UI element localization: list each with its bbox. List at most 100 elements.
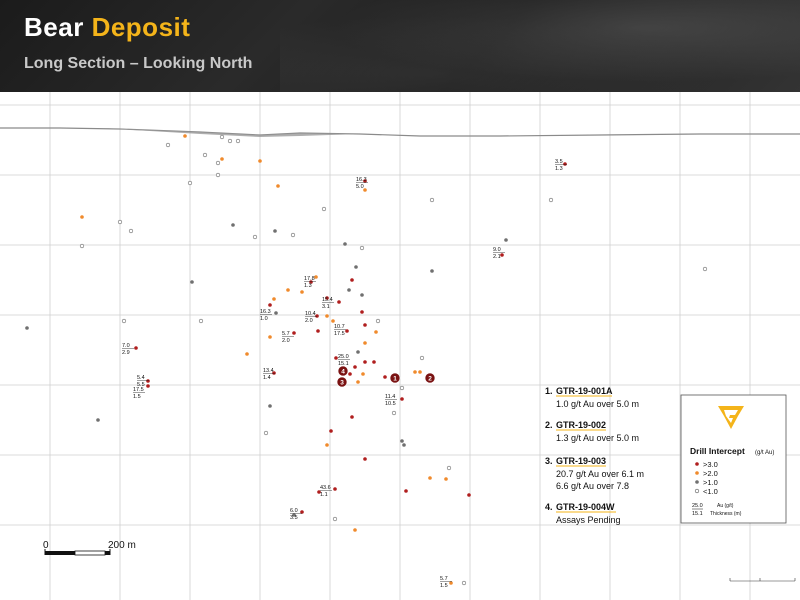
hole-marker-4 (337, 365, 349, 377)
hole-4-name: GTR-19-004W (556, 502, 615, 512)
intercept-dot (252, 234, 258, 240)
intercept-grade-label: 15.4 (322, 297, 333, 303)
intercept-thickness-label: 5.5 (137, 382, 145, 388)
header-banner: Bear Deposit Long Section – Looking Nort… (0, 0, 800, 92)
hole-4-line-1: Assays Pending (556, 515, 621, 525)
page-subtitle: Long Section – Looking North (24, 55, 253, 72)
intercept-dot (353, 365, 357, 369)
intercept-dot (467, 493, 471, 497)
intercept-dot (146, 379, 150, 383)
intercept-grade-label: 16.3 (260, 309, 271, 315)
legend-swatch-mid (695, 471, 699, 475)
intercept-dot (300, 510, 304, 514)
hole-2-line-1: 1.3 g/t Au over 5.0 m (556, 433, 639, 443)
intercept-dot (391, 410, 397, 416)
intercept-dot (347, 288, 351, 292)
intercept-dot (333, 487, 337, 491)
legend-unit: (g/t Au) (755, 450, 774, 456)
hole-markers: 1 2 3 4 (336, 365, 436, 388)
intercept-dot (292, 331, 296, 335)
intercept-dot (356, 380, 360, 384)
intercept-dot (418, 370, 422, 374)
intercept-dot (363, 457, 367, 461)
intercept-dot (363, 360, 367, 364)
intercept-dot (348, 372, 352, 376)
intercept-dot (337, 300, 341, 304)
intercept-dot (290, 232, 296, 238)
intercept-dot (354, 265, 358, 269)
intercept-dot (146, 384, 150, 388)
hole-4-num: 4. (545, 502, 553, 512)
intercept-dot (374, 330, 378, 334)
intercept-dot (198, 318, 204, 324)
intercept-dot (219, 134, 225, 140)
intercept-dot (268, 303, 272, 307)
grid-lines (0, 92, 800, 600)
intercept-dot (360, 293, 364, 297)
intercept-dot (353, 528, 357, 532)
intercept-dot (272, 297, 276, 301)
intercept-dot (235, 138, 241, 144)
intercept-thickness-label: 15.1 (338, 361, 349, 367)
intercept-thickness-label: 10.5 (385, 401, 396, 407)
legend-swatch-high (695, 462, 699, 466)
intercept-thickness-label: 3.5 (290, 515, 298, 521)
intercept-dot (268, 335, 272, 339)
intercept-dot (292, 513, 296, 517)
intercept-thickness-label: 1.4 (263, 375, 271, 381)
intercept-dot (25, 326, 29, 330)
intercept-dot (350, 415, 354, 419)
intercept-dot (548, 197, 554, 203)
legend-title: Drill Intercept (690, 446, 745, 456)
intercept-dot (286, 288, 290, 292)
intercept-grade-label: 11.4 (385, 394, 395, 400)
intercept-dot (268, 404, 272, 408)
legend-label-mid: >2.0 (703, 469, 718, 478)
title-word-1: Bear (24, 12, 84, 42)
intercept-dot (165, 142, 171, 148)
intercept-thickness-label: 5.0 (356, 184, 364, 190)
intercept-grade-label: 13.4 (263, 368, 274, 374)
legend-label-high: >3.0 (703, 460, 718, 469)
intercept-dot (79, 243, 85, 249)
hole-list: 1. GTR-19-001A 1.0 g/t Au over 5.0 m 2. … (545, 386, 644, 525)
intercept-thickness-label: 1.3 (555, 166, 563, 172)
intercept-dot (300, 290, 304, 294)
hole-marker-label: 3 (340, 380, 344, 387)
intercept-grade-label: 6.0 (290, 508, 298, 514)
intercept-dot (317, 490, 321, 494)
intercept-dot (325, 314, 329, 318)
intercept-dot (329, 429, 333, 433)
intercept-dot (402, 443, 406, 447)
hole-3-num: 3. (545, 456, 553, 466)
hole-marker-label: 2 (428, 376, 432, 383)
intercept-dot (309, 280, 313, 284)
hole-3-line-2: 6.6 g/t Au over 7.8 (556, 481, 629, 491)
intercept-dot (356, 350, 360, 354)
legend-label-trace: <1.0 (703, 487, 718, 496)
intercept-dot (314, 275, 318, 279)
intercept-dot (350, 278, 354, 282)
hole-3-name: GTR-19-003 (556, 456, 606, 466)
intercept-dot (428, 476, 432, 480)
intercept-grade-label: 5.4 (137, 375, 145, 381)
rock-texture (280, 0, 800, 92)
hole-marker-2 (424, 372, 436, 384)
intercept-dot (404, 489, 408, 493)
intercept-dot (345, 329, 349, 333)
intercept-thickness-label: 2.9 (122, 350, 130, 356)
intercept-grade-label: 43.6 (320, 485, 331, 491)
intercept-dot (413, 370, 417, 374)
intercept-dot (430, 269, 434, 273)
intercept-dot (461, 580, 467, 586)
intercept-thickness-label: 1.3 (304, 283, 312, 289)
intercept-dot (363, 323, 367, 327)
intercept-thickness-label: 17.5 (334, 331, 345, 337)
intercept-thickness-label: 3.1 (322, 304, 330, 310)
intercept-dot (276, 184, 280, 188)
hole-1-num: 1. (545, 386, 553, 396)
intercept-dot (183, 134, 187, 138)
intercept-grade-label: 5.7 (440, 576, 448, 582)
intercept-dot (343, 242, 347, 246)
title-word-2: Deposit (91, 12, 191, 42)
